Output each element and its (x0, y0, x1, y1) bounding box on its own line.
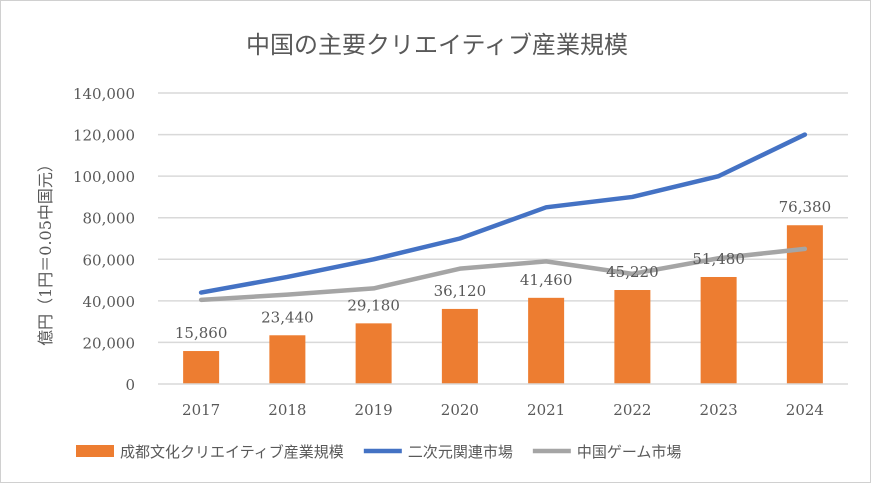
legend-label: 中国ゲーム市場 (577, 443, 682, 461)
y-tick-label: 0 (125, 376, 135, 394)
bar (614, 290, 651, 384)
x-tick-label: 2023 (700, 401, 738, 419)
bar (700, 276, 737, 384)
legend-label: 成都文化クリエイティブ産業規模 (120, 443, 344, 461)
bar-data-label: 29,180 (347, 296, 400, 314)
bar-data-label: 15,860 (175, 324, 228, 342)
y-tick-label: 80,000 (83, 210, 136, 228)
x-tick-label: 2022 (613, 401, 651, 419)
x-tick-label: 2020 (441, 401, 479, 419)
bar-data-label: 41,460 (520, 271, 573, 289)
bar (269, 335, 306, 384)
y-tick-label: 100,000 (73, 168, 135, 186)
y-axis-label: 億円（1円＝0.05中国元） (36, 156, 55, 346)
series-line (198, 246, 808, 303)
x-tick-label: 2019 (355, 401, 393, 419)
legend-label: 二次元関連市場 (408, 443, 513, 461)
y-tick-label: 20,000 (83, 334, 136, 352)
bar (355, 323, 392, 384)
legend-swatch (76, 445, 114, 457)
bar-data-label: 23,440 (261, 308, 314, 326)
bar-data-label: 76,380 (779, 198, 832, 216)
x-tick-label: 2017 (182, 401, 220, 419)
bar (528, 297, 565, 384)
y-tick-label: 40,000 (83, 293, 136, 311)
bar (183, 351, 220, 384)
bar-data-label: 51,480 (692, 250, 745, 268)
bar-data-label: 45,220 (606, 263, 659, 281)
chart-title: 中国の主要クリエイティブ産業規模 (246, 31, 628, 59)
y-tick-label: 120,000 (73, 127, 135, 145)
x-tick-label: 2021 (527, 401, 565, 419)
bar-data-label: 36,120 (434, 282, 487, 300)
x-tick-label: 2024 (786, 401, 824, 419)
y-tick-label: 60,000 (83, 251, 136, 269)
bar (441, 308, 478, 384)
x-tick-label: 2018 (268, 401, 306, 419)
y-tick-label: 140,000 (73, 85, 135, 103)
series-line (198, 132, 808, 295)
